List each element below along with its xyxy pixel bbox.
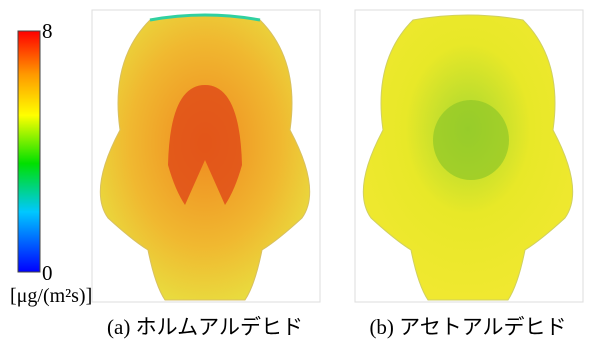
figure: 8 0 [μg/(m²s)] (a) ホルムアルデヒド (b) アセトアルデヒド [0,0,589,347]
colorbar-min: 0 [42,261,53,285]
caption: (a) ホルムアルデヒド [107,315,303,339]
spot [433,100,509,180]
colorbar-max: 8 [42,19,53,43]
colorbar [18,31,40,272]
caption: (b) アセトアルデヒド [369,315,566,339]
panel-a [92,10,320,302]
colorbar-unit: [μg/(m²s)] [10,285,92,307]
panel-b [355,10,583,302]
